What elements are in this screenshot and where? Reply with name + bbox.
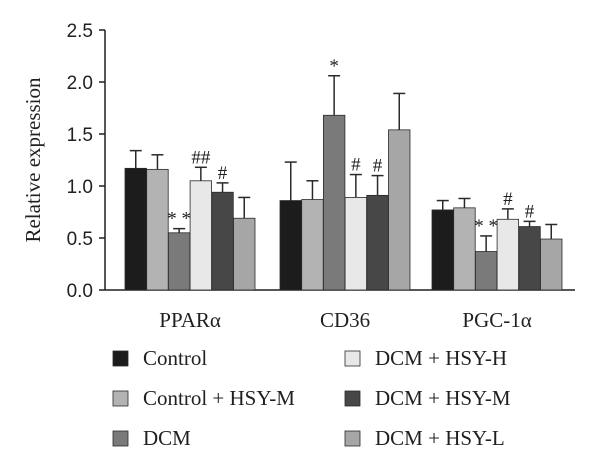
significance-label: *: [329, 56, 339, 77]
y-tick-label: 1.0: [67, 177, 93, 198]
bar: [344, 197, 368, 291]
bar: [322, 114, 346, 291]
bar: [167, 232, 191, 291]
y-tick-label: 2.0: [67, 73, 93, 94]
bar: [146, 168, 169, 291]
x-tick-label: PPARα: [159, 308, 221, 332]
legend: Control Control + HSY-M DCM DCM + HSY-H DCM …: [112, 346, 511, 450]
legend-item: DCM + HSY-H: [344, 346, 507, 370]
x-tick-label: CD36: [320, 308, 370, 332]
significance-label: #: [373, 156, 383, 177]
y-tick-label: 0.0: [67, 281, 93, 302]
significance-label: #: [525, 201, 535, 222]
legend-label: Control: [143, 346, 207, 370]
significance-label: * *: [474, 216, 498, 237]
legend-label: DCM + HSY-H: [375, 346, 507, 370]
legend-swatch: [112, 430, 129, 447]
significance-label: #: [351, 155, 361, 176]
bar: [233, 217, 256, 291]
bar: [518, 226, 541, 291]
legend-item: DCM: [112, 426, 191, 450]
bar: [211, 191, 234, 291]
legend-item: Control: [112, 346, 207, 370]
bar: [124, 167, 147, 291]
significance-label: #: [503, 189, 513, 210]
significance-label: #: [218, 163, 228, 184]
legend-label: DCM: [143, 426, 191, 450]
legend-label: DCM + HSY-M: [375, 386, 511, 410]
bar: [474, 251, 498, 291]
legend-swatch: [344, 390, 361, 407]
bar: [366, 194, 389, 291]
significance-label: * *: [167, 209, 191, 230]
bar: [388, 129, 411, 291]
bar: [453, 207, 476, 291]
legend-item: DCM + HSY-M: [344, 386, 511, 410]
y-axis-label: Relative expression: [21, 77, 45, 243]
legend-label: DCM + HSY-L: [375, 426, 505, 450]
legend-swatch: [112, 390, 129, 407]
y-tick-label: 2.5: [67, 21, 93, 42]
bar: [189, 180, 213, 291]
legend-swatch: [344, 430, 361, 447]
plot-area: 0.00.51.01.52.02.5* *###PPARα*# #CD36* *#…: [67, 21, 575, 332]
legend-swatch: [344, 350, 361, 367]
legend-item: DCM + HSY-L: [344, 426, 505, 450]
significance-label: ##: [191, 147, 211, 168]
bar: [431, 209, 454, 291]
bar: [279, 200, 302, 291]
legend-swatch: [112, 350, 129, 367]
legend-item: Control + HSY-M: [112, 386, 295, 410]
legend-label: Control + HSY-M: [143, 386, 295, 410]
bar: [496, 218, 520, 291]
y-tick-label: 0.5: [67, 229, 93, 250]
bar: [540, 238, 563, 291]
bar: [301, 199, 324, 291]
x-tick-label: PGC-1α: [462, 308, 531, 332]
y-tick-label: 1.5: [67, 125, 93, 146]
